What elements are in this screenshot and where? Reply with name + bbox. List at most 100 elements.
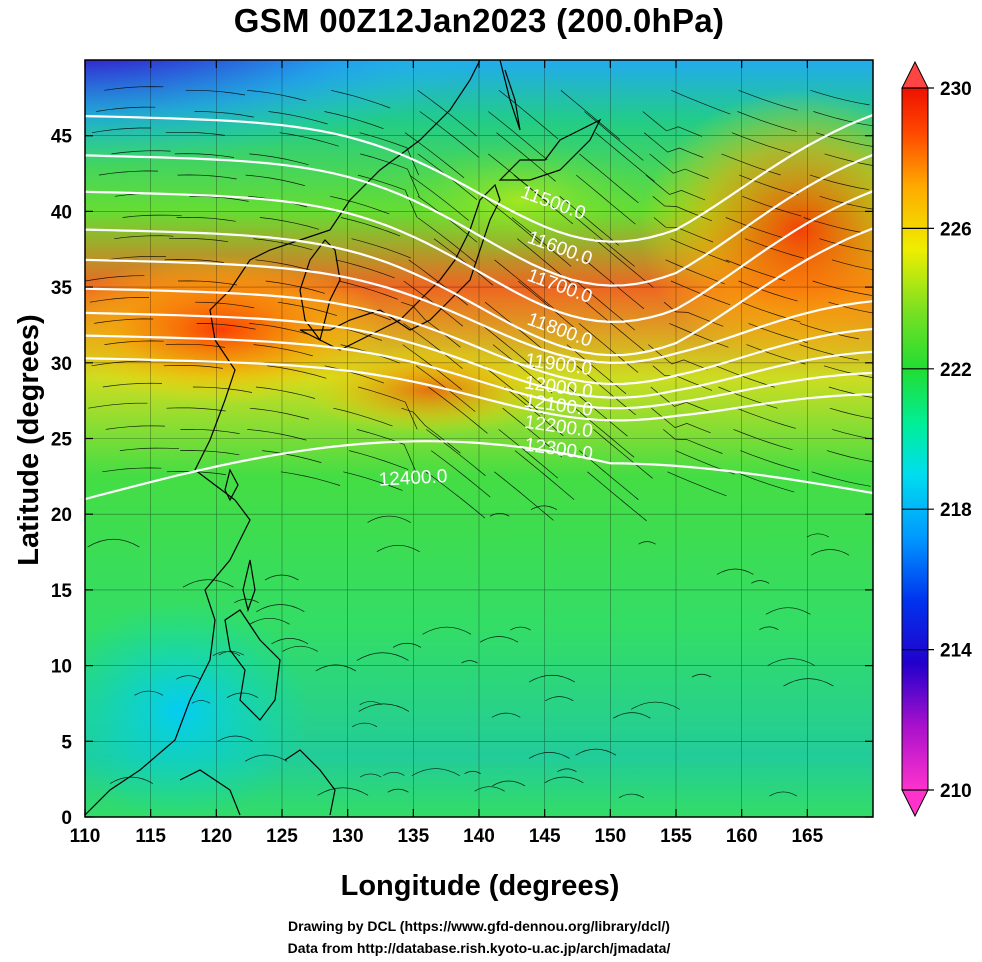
streamline — [255, 386, 316, 399]
streamline — [530, 505, 558, 511]
streamline — [195, 301, 255, 309]
streamline — [358, 703, 410, 712]
streamline — [356, 652, 409, 661]
streamline — [343, 471, 403, 491]
streamline — [630, 701, 680, 710]
streamline — [134, 690, 164, 696]
streamline — [111, 150, 171, 155]
streamline — [105, 425, 165, 430]
streamline — [411, 768, 460, 777]
streamline — [718, 386, 778, 409]
streamline — [739, 174, 799, 196]
streamline — [517, 280, 578, 331]
streamline — [670, 238, 730, 263]
streamline — [799, 323, 860, 340]
colorbar-tick-label: 230 — [940, 79, 972, 100]
streamline — [653, 217, 714, 243]
credit-dcl: Drawing by DCL (https://www.gfd-dennou.o… — [288, 918, 670, 934]
streamline — [494, 259, 554, 309]
streamline — [769, 791, 797, 797]
streamline — [192, 386, 253, 393]
streamline — [256, 604, 305, 613]
streamline — [482, 196, 542, 245]
colorbar-tick-label: 226 — [940, 219, 972, 240]
x-axis: 110 115 120 125 130 135 140 145 150 155 160 165 — [70, 60, 824, 847]
streamline — [557, 768, 577, 773]
streamline — [584, 111, 644, 161]
streamline — [638, 541, 656, 545]
streamline — [826, 450, 873, 463]
coastlines — [85, 60, 602, 816]
x-tick-label: 115 — [135, 826, 166, 847]
streamline — [212, 651, 241, 656]
streamline — [259, 217, 320, 230]
streamline — [576, 174, 636, 225]
colorbar: 230 226 222 218 214 210 — [901, 60, 972, 818]
streamline — [89, 297, 149, 303]
height-contour — [85, 227, 873, 357]
streamline — [122, 214, 182, 218]
streamline — [474, 786, 505, 792]
streamline — [575, 748, 617, 756]
streamline — [265, 280, 325, 294]
streamline — [359, 773, 382, 778]
streamline — [262, 450, 322, 463]
streamline — [351, 238, 411, 259]
streamline — [578, 323, 639, 373]
streamline — [182, 579, 234, 588]
streamline — [255, 259, 315, 272]
streamline — [403, 323, 463, 369]
streamline — [650, 386, 711, 412]
y-tick-label: 45 — [51, 127, 73, 148]
height-contour — [85, 440, 873, 501]
streamline — [649, 153, 709, 179]
streamline — [249, 617, 290, 625]
streamline — [759, 626, 779, 631]
streamline — [566, 344, 627, 395]
streamline — [189, 195, 249, 202]
streamline — [165, 131, 225, 136]
streamline — [164, 259, 224, 263]
streamline — [387, 788, 409, 793]
height-contour — [85, 287, 873, 386]
streamline — [249, 407, 310, 420]
streamline — [104, 86, 164, 91]
streamline — [510, 626, 531, 631]
streamline — [737, 111, 797, 132]
streamline — [494, 471, 554, 521]
streamline — [352, 722, 378, 728]
streamline — [751, 580, 770, 584]
streamline — [502, 407, 563, 458]
streamline — [247, 429, 307, 441]
streamline — [383, 771, 405, 776]
streamline — [88, 402, 148, 409]
y-axis-label: Latitude (degrees) — [13, 314, 45, 565]
streamline — [425, 471, 486, 519]
streamline — [716, 568, 754, 575]
streamline — [765, 607, 811, 615]
streamline — [721, 153, 781, 176]
streamline — [94, 318, 154, 324]
streamline — [736, 407, 796, 429]
streamline — [514, 450, 575, 500]
height-contour — [85, 311, 873, 399]
streamline — [810, 89, 870, 106]
streamline — [264, 574, 299, 581]
streamline — [324, 365, 385, 384]
streamline — [419, 111, 480, 158]
height-contour — [85, 113, 873, 243]
streamline — [479, 323, 540, 372]
streamline — [651, 407, 711, 434]
streamline — [491, 712, 521, 718]
streamline — [767, 658, 815, 666]
streamline — [819, 238, 873, 252]
streamline — [91, 127, 151, 134]
streamline — [234, 598, 259, 604]
streamline — [249, 323, 309, 335]
streamline — [461, 660, 478, 664]
streamline — [315, 664, 357, 672]
streamline — [335, 259, 395, 279]
y-tick-label: 35 — [51, 278, 73, 299]
streamline — [280, 471, 341, 486]
